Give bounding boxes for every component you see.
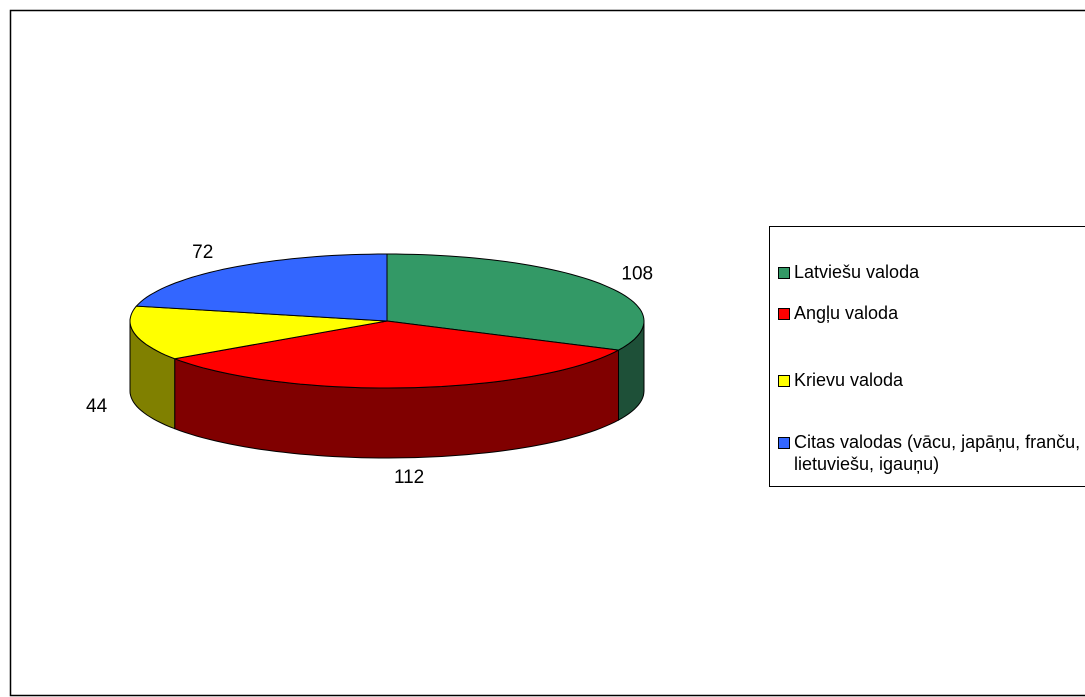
pie-sides bbox=[129, 320, 645, 459]
legend: Latviešu valoda Angļu valoda Krievu valoda… bbox=[769, 226, 1085, 487]
data-label: 44 bbox=[86, 396, 108, 417]
legend-label: Latviešu valoda bbox=[794, 262, 920, 282]
slice bbox=[129, 305, 388, 360]
legend-label: Krievu valoda bbox=[794, 370, 904, 390]
legend-label: Citas valodas (vācu, japāņu, franču, lie… bbox=[794, 432, 1081, 474]
chart-border bbox=[9, 9, 1085, 697]
slice bbox=[135, 253, 388, 322]
legend-swatch bbox=[778, 267, 790, 279]
legend-swatch bbox=[778, 308, 790, 320]
legend-item: Citas valodas (vācu, japāņu, franču, lie… bbox=[778, 431, 1083, 475]
legend-item: Krievu valoda bbox=[778, 369, 1083, 391]
legend-label: Angļu valoda bbox=[794, 303, 899, 323]
data-label: 72 bbox=[192, 242, 213, 263]
data-label: 112 bbox=[394, 467, 424, 488]
data-label: 108 bbox=[621, 264, 653, 285]
pie-tops bbox=[129, 253, 645, 389]
legend-swatch bbox=[778, 437, 790, 449]
legend-swatch bbox=[778, 375, 790, 387]
slice bbox=[172, 320, 621, 389]
legend-item: Latviešu valoda bbox=[778, 261, 1083, 283]
legend-item: Angļu valoda bbox=[778, 302, 1083, 324]
slice bbox=[386, 253, 645, 351]
